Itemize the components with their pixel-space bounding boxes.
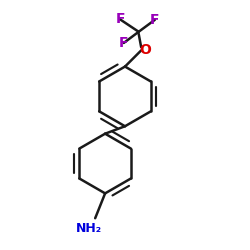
Text: O: O bbox=[140, 44, 151, 58]
Text: F: F bbox=[119, 36, 128, 50]
Text: F: F bbox=[150, 13, 160, 27]
Text: NH₂: NH₂ bbox=[76, 222, 102, 235]
Text: F: F bbox=[115, 12, 125, 26]
